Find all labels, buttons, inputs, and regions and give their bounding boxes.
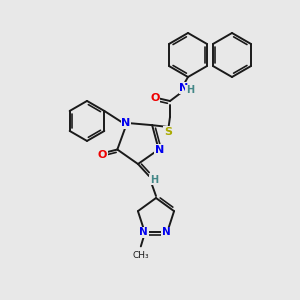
Text: N: N <box>140 227 148 237</box>
Text: O: O <box>98 149 107 160</box>
Text: CH₃: CH₃ <box>133 251 149 260</box>
Text: N: N <box>155 145 164 154</box>
Text: S: S <box>164 127 172 137</box>
Text: N: N <box>122 118 130 128</box>
Text: N: N <box>179 83 189 93</box>
Text: O: O <box>150 93 160 103</box>
Text: N: N <box>162 227 170 237</box>
Text: H: H <box>186 85 194 95</box>
Text: H: H <box>150 175 158 185</box>
